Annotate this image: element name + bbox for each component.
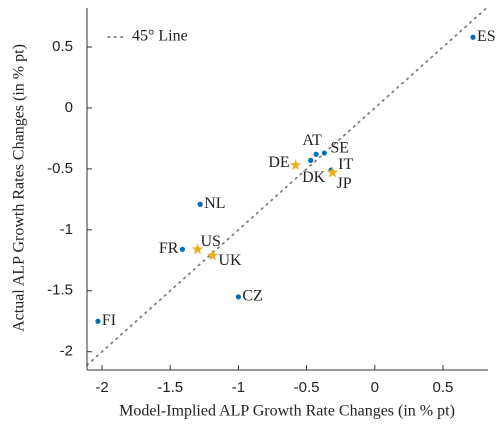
star-point [326, 166, 339, 178]
dot-point [321, 150, 327, 156]
x-tick-label: -1 [232, 379, 245, 396]
star-point [289, 159, 302, 171]
point-label: IT [338, 156, 353, 173]
point-label: US [200, 233, 220, 250]
point-label: NL [204, 195, 225, 212]
x-axis-label: Model-Implied ALP Growth Rate Changes (i… [119, 403, 455, 420]
dot-point [179, 246, 186, 252]
dot-point [308, 157, 314, 163]
point-label: FI [102, 312, 116, 329]
dot-point [235, 294, 241, 300]
point-label: FR [159, 240, 179, 257]
x-tick-label: -2 [95, 379, 108, 396]
point-label: AT [302, 132, 322, 149]
y-tick-label: -1 [60, 221, 73, 238]
star-point [191, 243, 204, 255]
y-tick-label: -1.5 [47, 282, 73, 299]
star-point [206, 249, 219, 261]
y-tick-label: -0.5 [47, 160, 73, 177]
point-label: UK [218, 252, 242, 269]
y-tick-label: 0.5 [52, 38, 73, 55]
legend-label: 45° Line [132, 28, 188, 45]
dot-point [470, 34, 476, 40]
point-label: DE [268, 154, 289, 171]
x-tick-label: -0.5 [294, 379, 320, 396]
x-tick-label: 0 [371, 379, 379, 396]
dot-point [197, 201, 203, 207]
point-label: DK [302, 169, 326, 186]
point-label: ES [477, 28, 496, 45]
point-label: SE [330, 140, 349, 157]
y-axis-label: Actual ALP Growth Rates Changes (in % pt… [11, 44, 28, 332]
x-tick-label: -1.5 [157, 379, 183, 396]
dot-point [313, 151, 319, 157]
reference-line [86, 7, 488, 367]
dot-point [95, 318, 101, 324]
y-tick-label: -2 [60, 343, 73, 360]
y-tick-label: 0 [65, 99, 73, 116]
point-label: JP [337, 175, 352, 192]
point-label: CZ [242, 288, 262, 305]
x-tick-label: 0.5 [433, 379, 454, 396]
